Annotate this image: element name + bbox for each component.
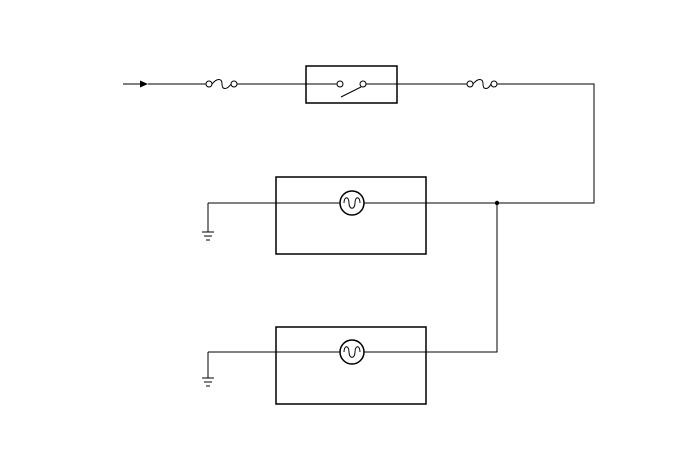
switch-unit	[305, 65, 398, 104]
lamp-box-upper	[275, 176, 427, 255]
lamp-box-lower	[275, 326, 427, 405]
lamp-unit-lower	[208, 326, 427, 405]
fuse-icon	[205, 79, 238, 89]
input-arrow-icon	[123, 80, 148, 88]
wire-fuse2-to-junction	[497, 83, 595, 204]
switch-icon	[336, 80, 367, 98]
fuse-icon	[466, 79, 498, 89]
lamp-icon	[339, 339, 365, 365]
lamp-icon	[339, 190, 365, 216]
lamp-unit-upper	[208, 176, 497, 255]
ground-icon	[202, 352, 214, 387]
wire-junction-to-lower-lamp	[364, 203, 498, 353]
ground-icon	[202, 203, 214, 241]
